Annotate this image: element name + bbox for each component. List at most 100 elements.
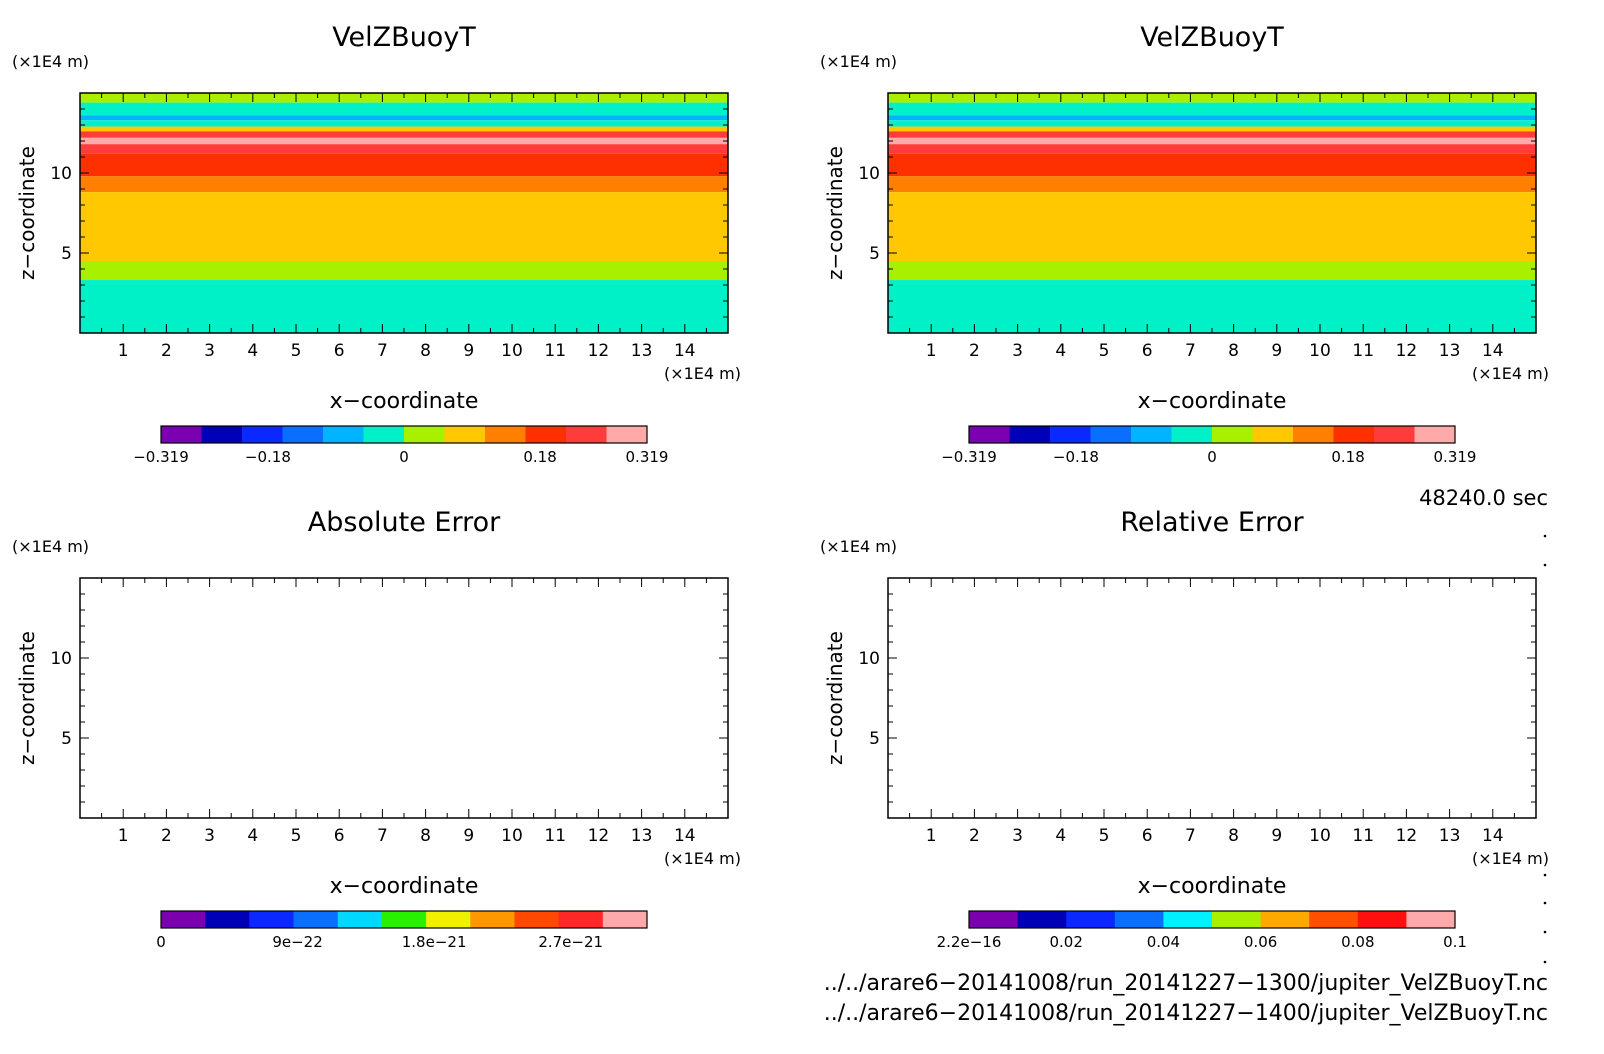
colorbar-swatch: [485, 426, 526, 443]
colorbar-tick-label: 0: [1207, 448, 1217, 466]
y-axis-ticks: [888, 92, 1536, 334]
x-tick-label: 14: [1482, 826, 1504, 846]
contour-band: [80, 137, 728, 145]
contour-fill: [888, 93, 1536, 333]
colorbar-tick-label: 0.319: [626, 448, 669, 466]
contour-band: [888, 153, 1536, 177]
colorbar-tick-label: 1.8e−21: [402, 933, 467, 951]
colorbar-swatch: [558, 911, 604, 928]
contour-band: [888, 120, 1536, 127]
colorbar-swatch: [161, 426, 202, 443]
chart-panel: Relative Error(×1E4 m)1 2 3 4 5 6 7 8 9 10 11 12 13 1…: [820, 507, 1549, 951]
y-axis-ticks: [80, 577, 728, 819]
x-axis-label: x−coordinate: [330, 874, 479, 899]
colorbar-swatch: [1066, 911, 1116, 928]
x-tick-label: 13: [1439, 341, 1461, 361]
colorbar-tick-label: 0: [399, 448, 409, 466]
y-tick-label: 5: [869, 244, 880, 264]
contour-band: [80, 144, 728, 154]
x-tick-label: 7: [377, 341, 388, 361]
x-tick-label: 9: [463, 826, 474, 846]
x-tick-label: 11: [1352, 826, 1374, 846]
contour-band: [80, 153, 728, 177]
x-tick-label: 5: [1099, 826, 1110, 846]
x-tick-label: 11: [1352, 341, 1374, 361]
x-tick-label: 5: [1099, 341, 1110, 361]
colorbar-swatch: [1374, 426, 1415, 443]
x-tick-label: 8: [420, 341, 431, 361]
x-tick-label: 3: [204, 341, 215, 361]
x-tick-label: 8: [420, 826, 431, 846]
colorbar-tick-label: −0.18: [1053, 448, 1099, 466]
x-tick-label: 2: [161, 341, 172, 361]
contour-band: [888, 102, 1536, 116]
x-tick-label: 4: [247, 826, 258, 846]
y-axis-label: z−coordinate: [823, 146, 847, 280]
y-axis-unit: (×1E4 m): [820, 52, 897, 71]
y-axis-label: z−coordinate: [823, 631, 847, 765]
x-tick-label: 3: [1012, 341, 1023, 361]
contour-band: [888, 176, 1536, 193]
colorbar-tick-label: 0.06: [1244, 933, 1277, 951]
file-path-1: ../../arare6−20141008/run_20141227−1300/…: [824, 971, 1548, 996]
x-tick-label: 12: [588, 341, 610, 361]
colorbar: 0 9e−22 1.8e−21 2.7e−21: [156, 910, 648, 951]
colorbar-tick-label: 9e−22: [272, 933, 322, 951]
x-tick-label: 10: [501, 826, 523, 846]
plot-frame: [887, 577, 1537, 819]
y-axis-unit: (×1E4 m): [12, 52, 89, 71]
colorbar-tick-label: 0.319: [1434, 448, 1477, 466]
colorbar-swatch: [1090, 426, 1132, 443]
y-axis-label: z−coordinate: [15, 631, 39, 765]
colorbar-swatch: [1414, 426, 1456, 443]
colorbar-tick-label: −0.319: [941, 448, 997, 466]
colorbar-swatch: [1252, 426, 1294, 443]
y-tick-label: 5: [61, 244, 72, 264]
colorbar-swatch: [602, 911, 648, 928]
x-tick-label: 1: [118, 826, 129, 846]
y-tick-label: 5: [61, 729, 72, 749]
contour-band: [80, 120, 728, 127]
contour-band: [80, 115, 728, 121]
colorbar-swatch: [1017, 911, 1067, 928]
x-tick-label: 2: [969, 826, 980, 846]
colorbar-swatch: [293, 911, 339, 928]
colorbar-swatch: [1333, 426, 1375, 443]
y-axis-ticks: [888, 577, 1536, 819]
contour-band: [80, 280, 728, 333]
chart-title: Absolute Error: [308, 507, 501, 538]
x-tick-label: 5: [291, 341, 302, 361]
x-tick-label: 12: [1396, 826, 1418, 846]
chart-panel: VelZBuoyT(×1E4 m)1 2 3 4 5 6 7 8 9 10 11 12 13 14(×1E…: [820, 22, 1549, 466]
colorbar-tick-label: 0.18: [1331, 448, 1364, 466]
chart-title: VelZBuoyT: [1140, 22, 1284, 53]
chart-panel: Absolute Error(×1E4 m)1 2 3 4 5 6 7 8 9 10 11 12 13 1…: [12, 507, 741, 951]
y-tick-label: 10: [858, 164, 880, 184]
colorbar-swatch: [1163, 911, 1213, 928]
x-axis-label: x−coordinate: [330, 389, 479, 414]
x-tick-label: 6: [334, 341, 345, 361]
colorbar-swatch: [426, 911, 471, 928]
x-tick-label: 9: [463, 341, 474, 361]
contour-band: [888, 261, 1536, 281]
contour-band: [888, 126, 1536, 132]
x-tick-label: 11: [544, 341, 566, 361]
contour-band: [80, 126, 728, 132]
x-tick-label: 4: [247, 341, 258, 361]
y-tick-label: 10: [50, 164, 72, 184]
colorbar-swatch: [1050, 426, 1091, 443]
x-tick-label: 8: [1228, 826, 1239, 846]
x-tick-label: 14: [674, 826, 696, 846]
x-tick-label: 2: [969, 341, 980, 361]
plot-frame: [79, 577, 729, 819]
contour-fill: [80, 93, 728, 333]
colorbar-tick-label: 0.08: [1341, 933, 1374, 951]
contour-band: [888, 131, 1536, 138]
contour-band: [888, 144, 1536, 154]
contour-band: [80, 192, 728, 261]
x-axis-label: x−coordinate: [1138, 389, 1287, 414]
y-tick-label: 5: [869, 729, 880, 749]
colorbar-swatch: [161, 911, 206, 928]
chart-title: Relative Error: [1120, 507, 1304, 538]
x-axis-unit: (×1E4 m): [664, 364, 741, 383]
